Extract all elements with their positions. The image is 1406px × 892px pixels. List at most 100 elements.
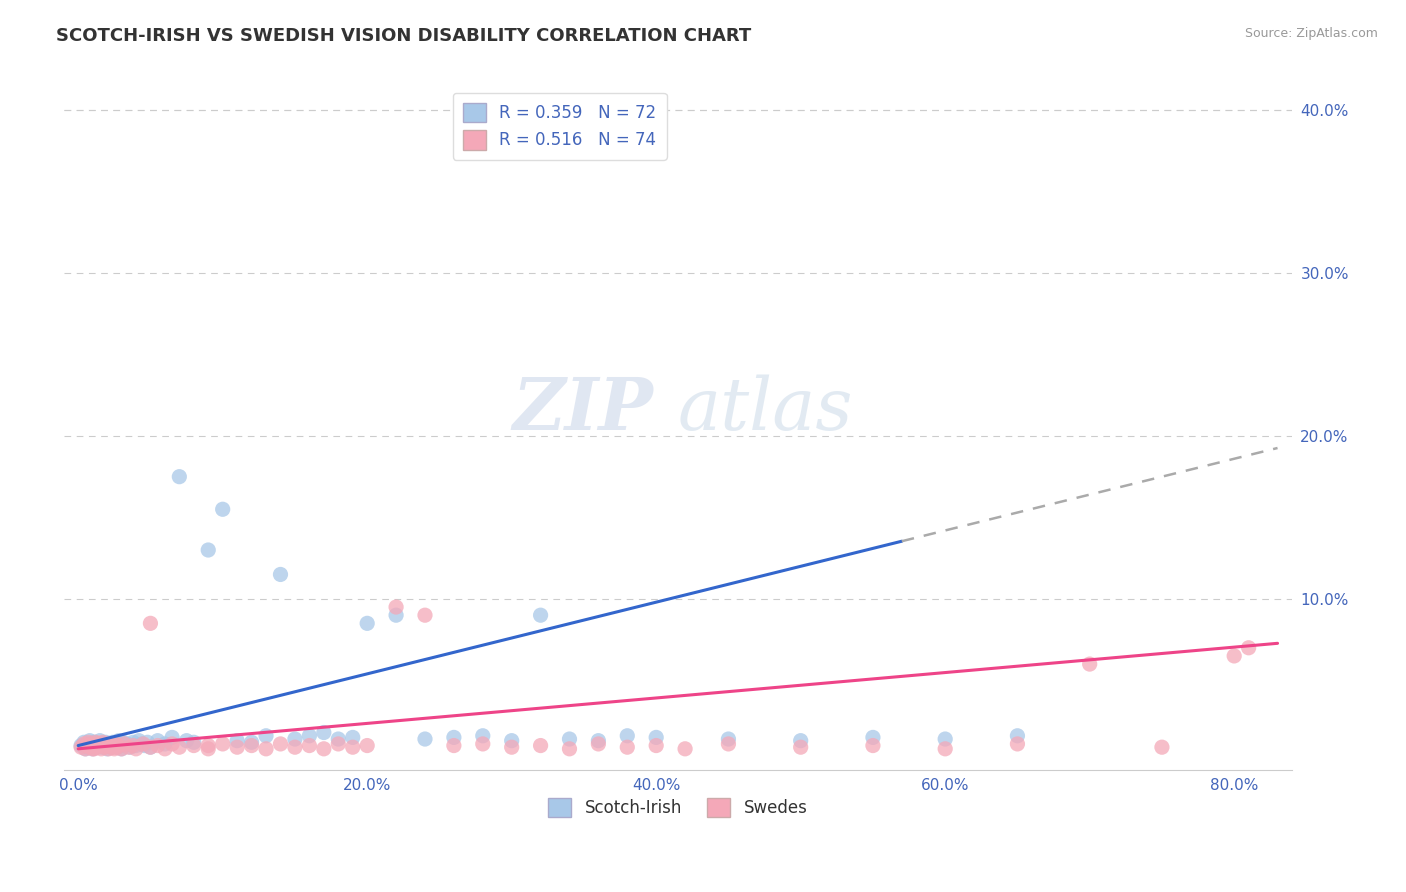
Point [1150, 740, 1173, 755]
Point [1078, 657, 1101, 671]
Point [103, 741, 125, 756]
Point [108, 739, 131, 753]
Point [75, 741, 97, 756]
Point [76, 740, 98, 755]
Point [717, 732, 740, 747]
Point [125, 741, 148, 756]
Point [104, 737, 127, 751]
Text: atlas: atlas [678, 375, 853, 445]
Point [103, 739, 125, 753]
Text: Source: ZipAtlas.com: Source: ZipAtlas.com [1244, 27, 1378, 40]
Point [312, 741, 335, 756]
Point [284, 740, 307, 755]
Point [122, 739, 145, 753]
Point [862, 739, 884, 753]
Point [1237, 640, 1260, 655]
Point [90, 741, 112, 756]
Point [122, 735, 145, 749]
Point [131, 737, 153, 751]
Point [104, 737, 127, 751]
Point [298, 729, 321, 743]
Point [97, 737, 120, 751]
Point [789, 740, 811, 755]
Point [82, 741, 104, 756]
Point [298, 739, 321, 753]
Point [356, 739, 378, 753]
Point [107, 733, 129, 747]
Point [80, 737, 103, 751]
Point [616, 740, 638, 755]
Point [934, 741, 956, 756]
Point [471, 737, 494, 751]
Point [183, 735, 205, 749]
Text: ZIP: ZIP [512, 375, 654, 445]
Point [153, 741, 176, 756]
Point [94, 737, 117, 751]
Point [211, 737, 233, 751]
Point [501, 740, 523, 755]
Point [862, 731, 884, 745]
Point [79, 740, 101, 755]
Point [117, 737, 139, 751]
Point [91, 735, 114, 749]
Point [169, 740, 191, 755]
Point [226, 740, 249, 755]
Point [105, 740, 128, 755]
Point [107, 739, 129, 753]
Point [125, 739, 148, 753]
Point [1007, 729, 1029, 743]
Point [673, 741, 696, 756]
Point [77, 737, 100, 751]
Point [110, 741, 132, 756]
Point [89, 733, 111, 747]
Point [197, 739, 219, 753]
Point [112, 737, 135, 751]
Point [254, 729, 277, 743]
Point [160, 731, 183, 745]
Point [226, 733, 249, 747]
Point [101, 739, 124, 753]
Point [1007, 737, 1029, 751]
Point [211, 502, 233, 516]
Point [501, 733, 523, 747]
Point [169, 469, 191, 483]
Point [83, 741, 105, 756]
Point [100, 740, 122, 755]
Point [98, 739, 121, 753]
Point [120, 740, 142, 755]
Point [94, 735, 117, 749]
Point [93, 739, 115, 753]
Point [70, 739, 93, 753]
Point [160, 737, 183, 751]
Point [342, 731, 364, 745]
Point [240, 735, 263, 749]
Point [98, 737, 121, 751]
Point [789, 733, 811, 747]
Point [385, 600, 408, 615]
Point [79, 733, 101, 747]
Point [645, 739, 668, 753]
Point [471, 729, 494, 743]
Point [96, 741, 118, 756]
Text: SCOTCH-IRISH VS SWEDISH VISION DISABILITY CORRELATION CHART: SCOTCH-IRISH VS SWEDISH VISION DISABILIT… [56, 27, 751, 45]
Point [77, 735, 100, 749]
Point [153, 737, 176, 751]
Point [136, 735, 159, 749]
Point [717, 737, 740, 751]
Point [385, 608, 408, 623]
Point [90, 740, 112, 755]
Point [588, 737, 610, 751]
Point [176, 733, 198, 747]
Point [934, 732, 956, 747]
Point [645, 731, 668, 745]
Point [139, 740, 162, 755]
Point [96, 739, 118, 753]
Point [312, 725, 335, 739]
Point [183, 739, 205, 753]
Point [413, 732, 436, 747]
Point [75, 741, 97, 756]
Point [254, 741, 277, 756]
Point [111, 735, 134, 749]
Point [356, 616, 378, 631]
Point [443, 731, 465, 745]
